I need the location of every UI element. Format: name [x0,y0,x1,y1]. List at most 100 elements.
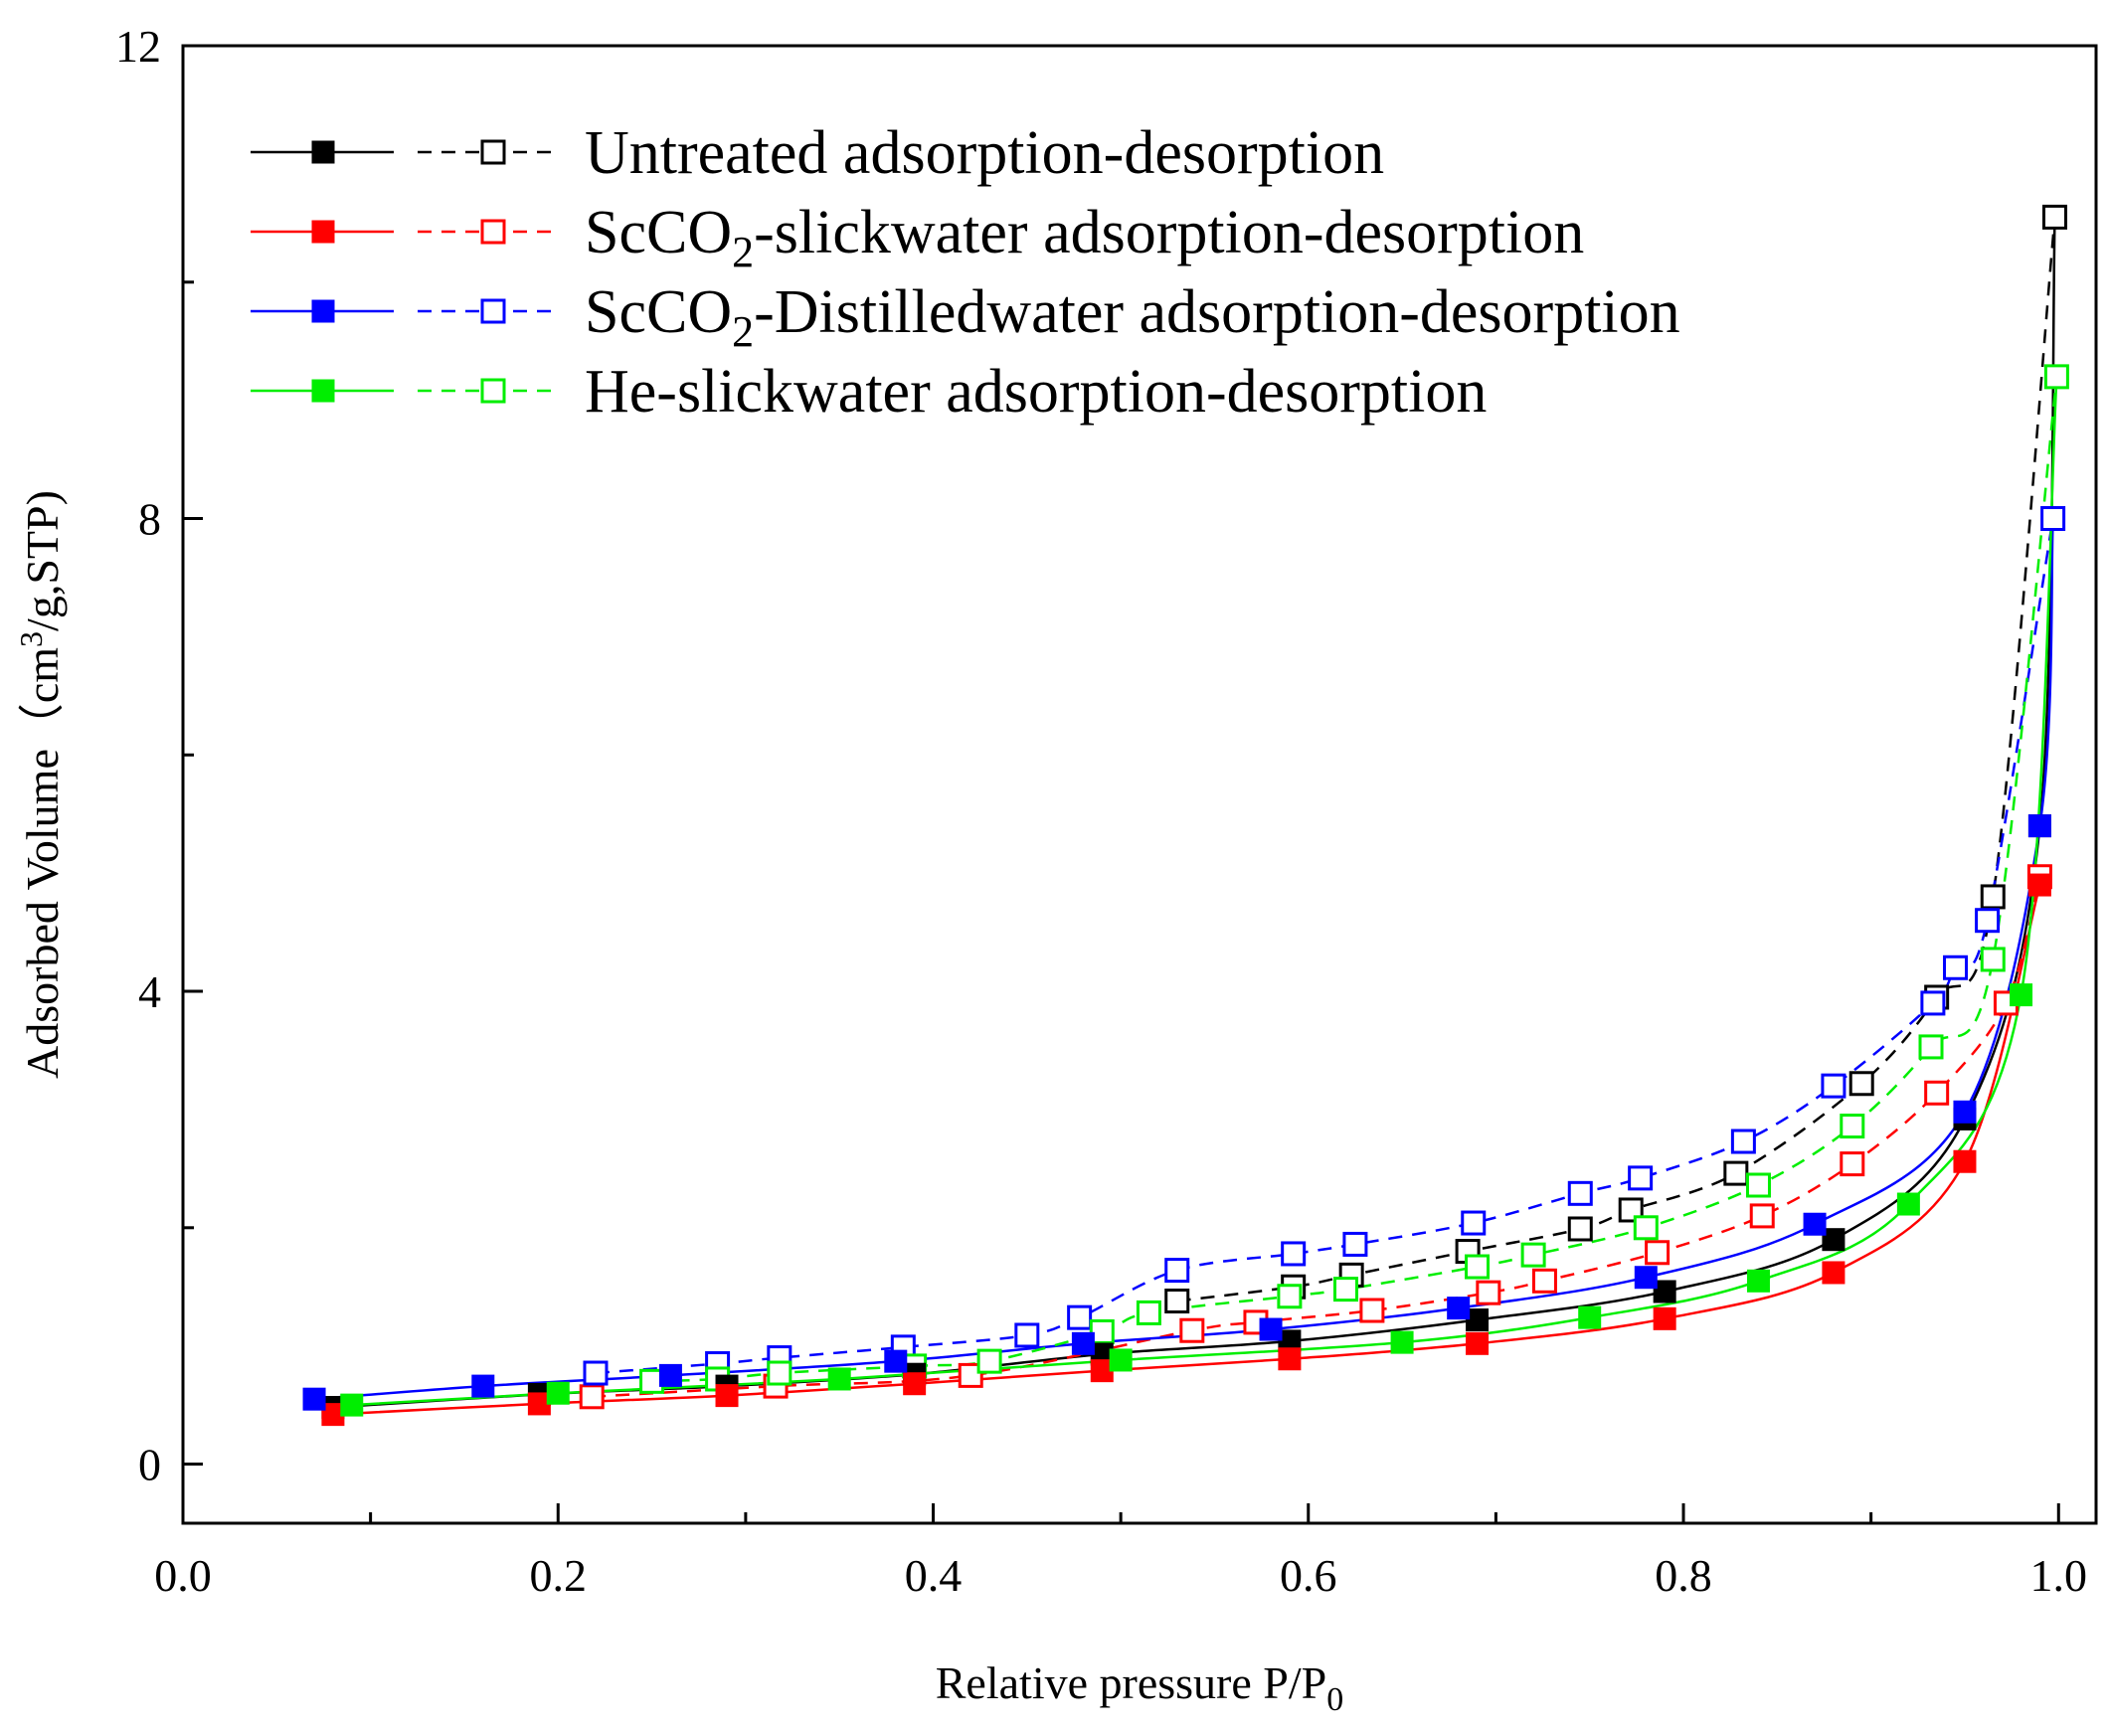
legend-label-part: ScCO [585,199,732,266]
adsorption-point [1953,1149,1977,1173]
legend-label-part: -Distilledwater adsorption-desorption [754,278,1680,346]
desorption-point [1840,1114,1865,1139]
desorption-point [1723,1160,1749,1186]
adsorption-point [1653,1306,1676,1330]
x-tick-label: 0.8 [1655,1550,1712,1601]
y-axis-title-rest: /g,STP) [17,490,68,631]
adsorption-point [827,1367,851,1391]
desorption-point [1179,1317,1205,1343]
legend-entry: ScCO2-Distilledwater adsorption-desorpti… [251,278,1680,356]
legend-label-part: Untreated adsorption-desorption [585,119,1384,187]
desorption-point [1567,1216,1593,1242]
desorption-point [1332,1277,1358,1302]
desorption-point [1531,1268,1557,1294]
y-axis-title-main: Adsorbed Volume（cm [17,647,68,1079]
adsorption-point [658,1363,682,1387]
desorption-point [1628,1165,1654,1191]
desorption-point [2042,204,2068,230]
adsorption-point [1466,1331,1490,1355]
desorption-point [1840,1151,1865,1177]
adsorption-point [546,1381,570,1405]
desorption-point [958,1362,983,1388]
desorption-point [1924,1080,1950,1106]
adsorption-point [1822,1228,1846,1252]
desorption-point [1980,884,2006,910]
adsorption-point [903,1372,927,1396]
adsorption-point [1746,1269,1770,1293]
legend-label: ScCO2-Distilledwater adsorption-desorpti… [585,278,1680,356]
adsorption-point [1071,1331,1095,1355]
desorption-point [1821,1073,1846,1099]
adsorption-point [1653,1280,1676,1303]
adsorption-curve [351,376,2058,1407]
adsorption-point [1109,1348,1133,1372]
desorption-point [583,1360,609,1386]
x-axis-ticks: 0.0 0.2 0.4 0.6 0.8 1.0 [154,1503,2087,1601]
adsorption-point [884,1349,908,1373]
y-axis-ticks: 0 4 8 12 [115,21,203,1490]
desorption-point [976,1348,1002,1374]
adsorption-point [715,1384,739,1408]
y-axis-title-superscript: 3 [13,631,49,647]
desorption-point [1164,1258,1190,1284]
desorption-curve [651,376,2058,1383]
legend-adsorption-marker [311,140,335,164]
legend-adsorption-marker [311,379,335,403]
adsorption-point [1466,1308,1490,1332]
legend-desorption-marker [480,139,506,165]
adsorption-point [1278,1347,1302,1371]
desorption-point [1645,1240,1670,1266]
adsorption-point [2027,814,2051,838]
desorption-point [1359,1298,1385,1323]
x-tick-label: 1.0 [2030,1550,2088,1601]
legend-label: Untreated adsorption-desorption [585,119,1384,187]
y-tick-label: 4 [138,966,161,1017]
desorption-point [1281,1241,1307,1267]
desorption-point [1089,1318,1115,1344]
x-axis-title-subscript: 0 [1326,1681,1343,1718]
desorption-point [2040,506,2066,532]
desorption-point [1014,1322,1040,1348]
desorption-point [1943,955,1969,980]
desorption-point [1975,908,2001,934]
y-axis-title: Adsorbed Volume（cm3/g,STP) [13,490,68,1079]
desorption-point [1567,1180,1593,1206]
desorption-point [1980,947,2006,972]
y-tick-label: 8 [138,494,161,545]
legend-label-part: ScCO [585,278,732,346]
adsorption-point [340,1393,364,1417]
desorption-point [1461,1210,1487,1236]
legend-label: ScCO2-slickwater adsorption-desorption [585,199,1584,276]
legend-desorption-marker [480,298,506,324]
legend-label-subscript: 2 [732,307,754,356]
adsorption-point [1822,1261,1846,1285]
desorption-curve [592,876,2041,1399]
desorption-point [1476,1280,1501,1305]
legend-entry: Untreated adsorption-desorption [251,119,1384,187]
desorption-point [2043,364,2069,390]
adsorption-point [302,1387,326,1411]
legend-label: He-slickwater adsorption-desorption [585,358,1487,426]
legend: Untreated adsorption-desorption ScCO2-sli… [251,119,1680,426]
desorption-point [1465,1254,1491,1280]
desorption-point [1136,1300,1161,1325]
adsorption-point [1578,1305,1602,1329]
desorption-point [1520,1242,1546,1268]
x-tick-label: 0.2 [530,1550,588,1601]
adsorption-point [1634,1266,1658,1290]
y-tick-label: 12 [115,21,161,72]
x-tick-label: 0.0 [154,1550,212,1601]
adsorption-point [2027,873,2051,897]
adsorption-point [1447,1297,1471,1320]
legend-adsorption-marker [311,220,335,244]
adsorption-point [471,1374,495,1398]
adsorption-point [2010,983,2033,1007]
x-axis-title: Relative pressure P/P0 [936,1657,1344,1718]
desorption-point [1633,1215,1659,1241]
desorption-point [1918,1034,1944,1060]
markers-layer [302,204,2069,1427]
desorption-point [1745,1172,1771,1198]
legend-entry: He-slickwater adsorption-desorption [251,358,1487,426]
adsorption-point [1953,1100,1977,1124]
